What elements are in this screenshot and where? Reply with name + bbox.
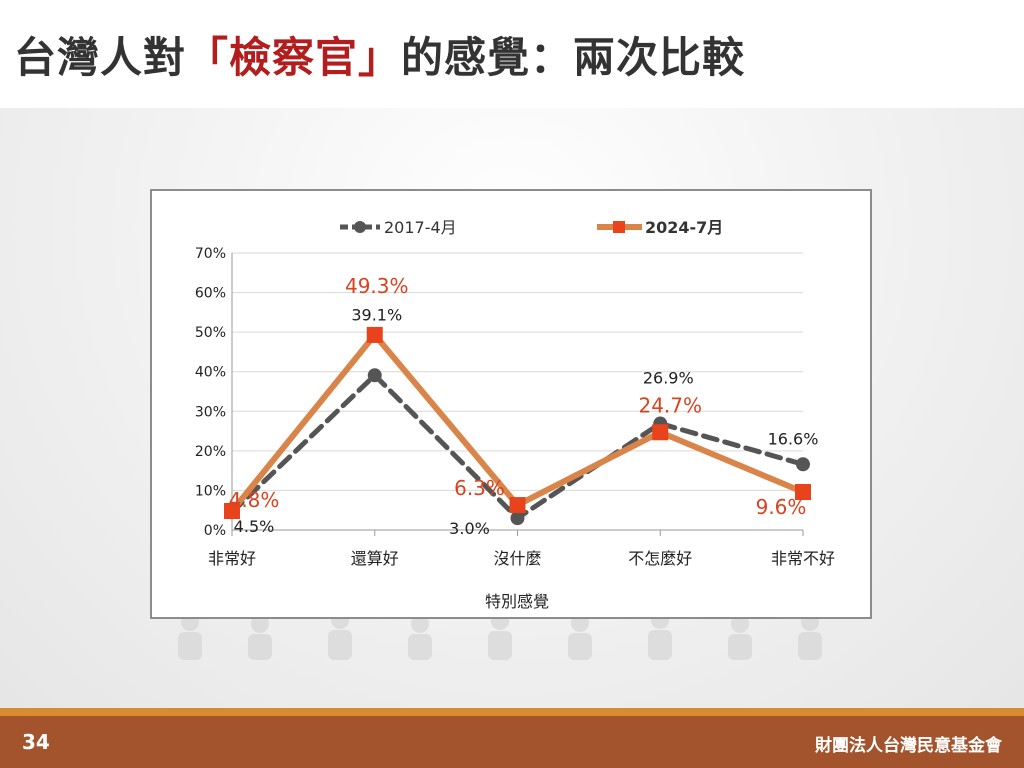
y-tick-labels: 0% 10% 20% 30% 40% 50% 60% 70% xyxy=(195,246,226,539)
legend-label-2017: 2017-4月 xyxy=(384,218,457,237)
data-label-2017: 4.5% xyxy=(234,517,275,536)
data-point-2017 xyxy=(796,457,810,472)
x-tick-label: 非常不好 xyxy=(771,549,835,568)
y-tick-label: 10% xyxy=(195,483,226,499)
data-label-2017: 26.9% xyxy=(643,369,694,388)
data-label-2024: 24.7% xyxy=(638,393,702,417)
title-suffix: 的感覺：兩次比較 xyxy=(401,33,746,82)
data-label-2024: 49.3% xyxy=(345,274,409,298)
organization-name: 財團法人台灣民意基金會 xyxy=(815,736,1002,756)
x-tick-label: 還算好 xyxy=(351,549,399,568)
data-label-2017: 3.0% xyxy=(449,519,490,538)
data-label-2024: 6.3% xyxy=(454,476,505,500)
y-tick-label: 50% xyxy=(195,325,226,341)
data-point-2024 xyxy=(652,424,669,441)
title-bar: 台灣人對「檢察官」的感覺：兩次比較 xyxy=(0,0,1024,108)
crowd-silhouette-decoration xyxy=(178,611,822,660)
axes xyxy=(231,253,803,531)
y-tick-label: 60% xyxy=(195,286,226,302)
data-point-2024 xyxy=(509,497,526,514)
series-line-2017 xyxy=(229,371,806,522)
data-point-2017 xyxy=(367,368,382,383)
data-labels: 4.5% 39.1% 3.0% 26.9% 16.6% 4.8% 49.3% 6.3% 24.7… xyxy=(229,274,819,538)
legend-label-2024: 2024-7月 xyxy=(645,218,723,237)
data-label-2017: 16.6% xyxy=(768,429,819,448)
data-point-2024 xyxy=(224,503,240,520)
data-point-2024 xyxy=(795,484,811,501)
slide-title: 台灣人對「檢察官」的感覺：兩次比較 xyxy=(14,24,745,85)
y-tick-label: 70% xyxy=(195,246,226,262)
legend-marker-2024 xyxy=(613,221,625,233)
data-label-2024: 9.6% xyxy=(756,495,807,519)
data-label-2024: 4.8% xyxy=(229,488,280,512)
footer-accent-line xyxy=(0,708,1024,716)
y-tick-label: 0% xyxy=(204,523,226,539)
x-tick-label: 沒什麼 xyxy=(493,549,541,568)
data-point-2024 xyxy=(366,326,383,343)
legend: 2017-4月 2024-7月 xyxy=(340,218,723,237)
series-line-2024 xyxy=(229,331,805,513)
x-tick-label: 非常好 xyxy=(208,549,256,568)
y-tick-label: 30% xyxy=(195,404,226,420)
x-axis-title: 特別感覺 xyxy=(485,592,549,611)
title-prefix: 台灣人對 xyxy=(14,33,187,82)
y-tick-label: 40% xyxy=(195,365,226,381)
y-tick-label: 20% xyxy=(195,444,226,460)
page-number: 34 xyxy=(22,730,50,754)
x-tick-labels: 非常好 還算好 沒什麼 不怎麼好 非常不好 xyxy=(208,530,835,568)
line-chart: 0% 10% 20% 30% 40% 50% 60% 70% 非常好 還算好 沒什麼 不怎麼好 非常不… xyxy=(195,218,835,611)
legend-marker-2017 xyxy=(354,221,366,233)
x-tick-label: 不怎麼好 xyxy=(628,549,692,568)
footer-bar: 34 財團法人台灣民意基金會 xyxy=(0,716,1024,768)
chart-panel: 0% 10% 20% 30% 40% 50% 60% 70% 非常好 還算好 沒什麼 不怎麼好 非常不… xyxy=(150,189,872,619)
data-point-2017 xyxy=(510,511,525,526)
series-layer xyxy=(224,326,811,526)
title-highlight: 「檢察官」 xyxy=(186,33,402,82)
data-label-2017: 39.1% xyxy=(351,305,402,324)
